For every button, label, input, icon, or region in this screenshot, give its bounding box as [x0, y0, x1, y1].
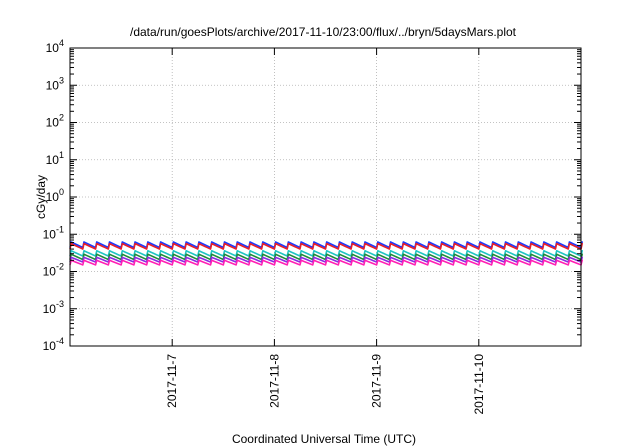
data-series-line — [69, 259, 583, 266]
series-lines — [69, 241, 583, 266]
y-axis-label: cGy/day — [34, 175, 48, 219]
y-tick-labels: 10-4 10-3 10-2 10-1 100 101 102 103 104 — [43, 38, 64, 353]
y-tick-label: 102 — [46, 113, 64, 130]
x-tick-labels: 2017-11-7 2017-11-8 2017-11-9 2017-11-10 — [165, 354, 486, 415]
data-series-line — [69, 249, 583, 257]
y-tick-label: 101 — [46, 150, 64, 167]
x-tick-label: 2017-11-9 — [370, 354, 384, 408]
data-series-line — [69, 253, 583, 261]
plot-frame — [69, 47, 582, 347]
y-tick-label: 10-3 — [43, 299, 64, 316]
y-tick-label: 10-2 — [43, 262, 64, 279]
grid-lines — [70, 48, 581, 346]
y-tick-label: 104 — [46, 38, 64, 55]
x-tick-label: 2017-11-8 — [267, 354, 281, 408]
data-series-line — [69, 242, 583, 250]
data-series-line — [69, 256, 583, 263]
y-tick-label: 10-4 — [43, 336, 64, 353]
x-tick-label: 2017-11-7 — [165, 354, 179, 408]
chart-title: /data/run/goesPlots/archive/2017-11-10/2… — [130, 25, 517, 39]
x-axis-label: Coordinated Universal Time (UTC) — [232, 432, 416, 446]
x-tick-label: 2017-11-10 — [472, 354, 486, 415]
y-tick-label: 10-1 — [43, 224, 64, 241]
y-tick-label: 100 — [46, 187, 64, 204]
y-tick-label: 103 — [46, 75, 64, 92]
